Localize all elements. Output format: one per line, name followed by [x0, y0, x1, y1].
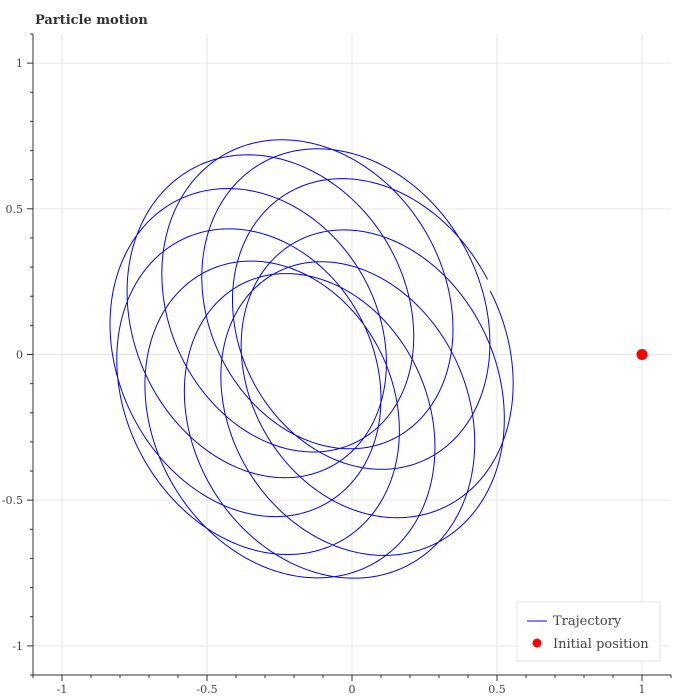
x-tick-label: -1: [57, 683, 68, 696]
plot-frame: -1 -0.5 0 0.5 1 -1 -0.5 0 0.5 1: [2, 33, 672, 696]
y-tick-label: 0.5: [6, 203, 24, 216]
grid: [33, 34, 671, 675]
legend-label-trajectory: Trajectory: [553, 614, 622, 629]
legend-box: [516, 601, 661, 662]
y-tick-label: 1: [16, 57, 23, 70]
x-tick-label: 0.5: [488, 683, 506, 696]
y-ticks: -1 -0.5 0 0.5 1: [2, 33, 33, 676]
trajectory-line: [109, 139, 514, 579]
initial-position-point: [636, 349, 648, 360]
legend: Trajectory Initial position: [516, 601, 661, 662]
y-tick-label: -0.5: [2, 494, 23, 507]
x-ticks: -1 -0.5 0 0.5 1: [32, 675, 672, 696]
series-layer: [109, 139, 648, 579]
legend-point-marker: [532, 638, 542, 648]
y-tick-label: -1: [12, 640, 23, 653]
legend-label-initial-position: Initial position: [553, 637, 649, 652]
chart-title: Particle motion: [35, 13, 148, 28]
x-tick-label: -0.5: [196, 683, 217, 696]
y-tick-label: 0: [16, 349, 23, 362]
x-tick-label: 1: [639, 683, 646, 696]
x-tick-label: 0: [349, 683, 356, 696]
